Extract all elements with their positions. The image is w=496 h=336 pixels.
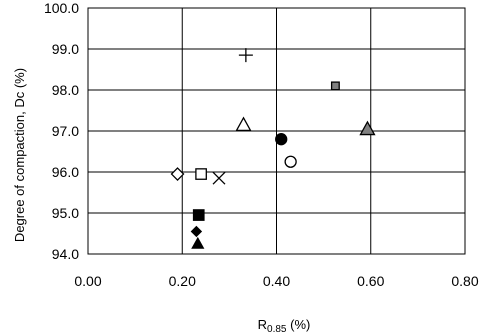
y-tick-label: 94.0	[52, 246, 79, 262]
y-tick-label: 98.0	[52, 82, 79, 98]
data-point-diamond	[170, 167, 185, 181]
y-tick-label: 100.0	[44, 0, 79, 16]
x-axis-title-subscript: 0.85	[267, 324, 287, 335]
data-point-diamond	[190, 225, 203, 238]
data-point-triangle	[235, 116, 252, 132]
data-points	[170, 48, 376, 249]
plot-area-frame	[87, 7, 466, 255]
x-tick-label: 0.20	[169, 273, 196, 289]
x-tick-label: 0.80	[451, 273, 478, 289]
data-point-circle	[284, 155, 297, 168]
y-tick-labels: 94.0 95.0 96.0 97.0 98.0 99.0 100.0	[44, 0, 79, 262]
x-axis-title-suffix: (%)	[287, 317, 311, 332]
data-point-cross	[212, 171, 226, 185]
y-tick-label: 97.0	[52, 123, 79, 139]
grid-lines	[87, 7, 466, 255]
data-point-triangle	[191, 236, 205, 249]
x-tick-label: 0.60	[357, 273, 384, 289]
data-point-circle	[275, 133, 288, 146]
y-tick-label: 99.0	[52, 41, 79, 57]
data-point-square	[330, 81, 340, 91]
y-tick-label: 96.0	[52, 164, 79, 180]
x-tick-label: 0.00	[74, 273, 101, 289]
data-point-plus	[238, 48, 253, 63]
y-tick-label: 95.0	[52, 205, 79, 221]
data-point-square	[195, 168, 207, 180]
x-axis-title-base: R	[258, 317, 267, 332]
data-point-square	[192, 209, 205, 221]
y-axis-title: Degree of compaction, Dc (%)	[12, 68, 27, 242]
data-point-triangle	[359, 120, 376, 136]
x-axis-title: R0.85 (%)	[258, 317, 311, 335]
x-tick-labels: 0.00 0.20 0.40 0.60 0.80	[74, 273, 478, 289]
x-tick-label: 0.40	[263, 273, 290, 289]
